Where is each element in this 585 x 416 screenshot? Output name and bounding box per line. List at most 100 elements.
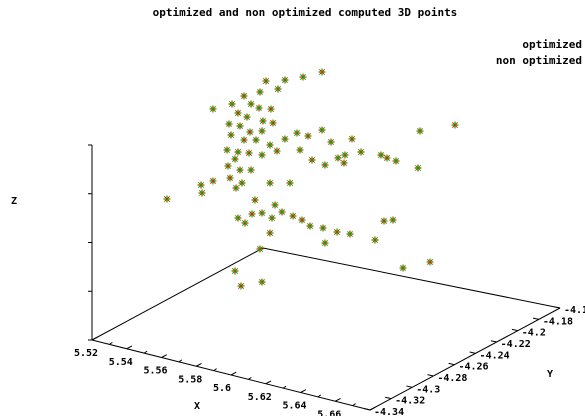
x-minor-tick-mark: [143, 350, 148, 354]
point-stroke: [257, 246, 263, 252]
point-stroke: [274, 148, 280, 154]
data-point: [333, 228, 341, 236]
point-stroke: [238, 283, 244, 289]
point-stroke: [341, 160, 347, 166]
data-point: [269, 119, 277, 127]
data-point: [243, 113, 251, 121]
data-point: [258, 151, 266, 159]
data-point: [274, 85, 282, 93]
point-stroke: [270, 120, 276, 126]
data-point: [266, 179, 274, 187]
data-point: [286, 179, 294, 187]
point-stroke: [252, 197, 258, 203]
point-stroke: [287, 180, 293, 186]
data-point: [426, 258, 434, 266]
point-stroke: [267, 180, 273, 186]
y-tick-mark: [385, 396, 392, 400]
data-point: [346, 230, 354, 238]
point-stroke: [237, 123, 243, 129]
point-stroke: [299, 217, 305, 223]
data-point: [289, 212, 297, 220]
data-point: [240, 136, 248, 144]
y-tick-mark: [469, 351, 476, 354]
z-axis-label: Z: [11, 196, 17, 207]
data-point: [318, 68, 326, 76]
data-point: [348, 135, 356, 143]
legend-optimized-label: optimized: [522, 38, 582, 51]
data-point: [234, 109, 242, 117]
point-stroke: [259, 210, 265, 216]
data-points-group: [163, 68, 459, 290]
data-point: [228, 100, 236, 108]
x-tick-label: 5.54: [109, 357, 133, 368]
point-stroke: [390, 217, 396, 223]
x-tick-label: 5.58: [178, 374, 202, 385]
point-stroke: [199, 190, 205, 196]
point-stroke: [247, 129, 253, 135]
point-stroke: [256, 105, 262, 111]
point-stroke: [452, 122, 458, 128]
x-tick-mark: [230, 371, 237, 376]
data-point: [296, 146, 304, 154]
data-point: [236, 166, 244, 174]
point-stroke: [300, 74, 306, 80]
data-point: [318, 126, 326, 134]
point-stroke: [229, 101, 235, 107]
data-point: [227, 131, 235, 139]
point-stroke: [282, 77, 288, 83]
data-point: [237, 282, 245, 290]
point-stroke: [210, 106, 216, 112]
point-stroke: [384, 155, 390, 161]
data-point: [251, 196, 259, 204]
x-tick-mark: [369, 406, 376, 411]
data-point: [247, 100, 255, 108]
point-stroke: [244, 114, 250, 120]
data-point: [259, 117, 267, 125]
x-tick-mark: [161, 354, 168, 358]
data-point: [224, 162, 232, 170]
y-tick-label: -4.3: [416, 384, 440, 395]
y-tick-label: -4.34: [374, 407, 404, 416]
data-point: [334, 154, 342, 162]
point-stroke: [248, 167, 254, 173]
data-point: [377, 151, 385, 159]
data-point: [299, 73, 307, 81]
point-stroke: [259, 279, 265, 285]
data-point: [267, 105, 275, 113]
point-stroke: [335, 155, 341, 161]
data-point: [238, 179, 246, 187]
point-stroke: [307, 223, 313, 229]
data-point: [266, 229, 274, 237]
point-stroke: [241, 93, 247, 99]
point-stroke: [233, 185, 239, 191]
point-stroke: [322, 240, 328, 246]
x-minor-tick-mark: [282, 385, 287, 389]
point-stroke: [309, 157, 315, 163]
point-stroke: [372, 237, 378, 243]
point-stroke: [272, 202, 278, 208]
y-tick-label: -4.18: [543, 316, 573, 327]
data-point: [327, 138, 335, 146]
x-tick-label: 5.62: [248, 392, 272, 403]
y-axis-front-line: [369, 307, 561, 411]
point-stroke: [259, 152, 265, 158]
point-stroke: [267, 230, 273, 236]
data-point: [380, 217, 388, 225]
data-point: [231, 267, 239, 275]
x-tick-mark: [335, 397, 341, 402]
data-point: [321, 161, 329, 169]
point-stroke: [246, 150, 252, 156]
data-point: [234, 214, 242, 222]
data-point: [245, 149, 253, 157]
point-stroke: [235, 215, 241, 221]
data-point: [271, 201, 279, 209]
y-tick-label: -4.22: [501, 339, 531, 350]
data-point: [234, 148, 242, 156]
point-stroke: [226, 121, 232, 127]
data-point: [273, 147, 281, 155]
legend-non-optimized-label: non optimized: [496, 54, 582, 67]
data-point: [258, 209, 266, 217]
data-point: [321, 239, 329, 247]
data-point: [247, 166, 255, 174]
